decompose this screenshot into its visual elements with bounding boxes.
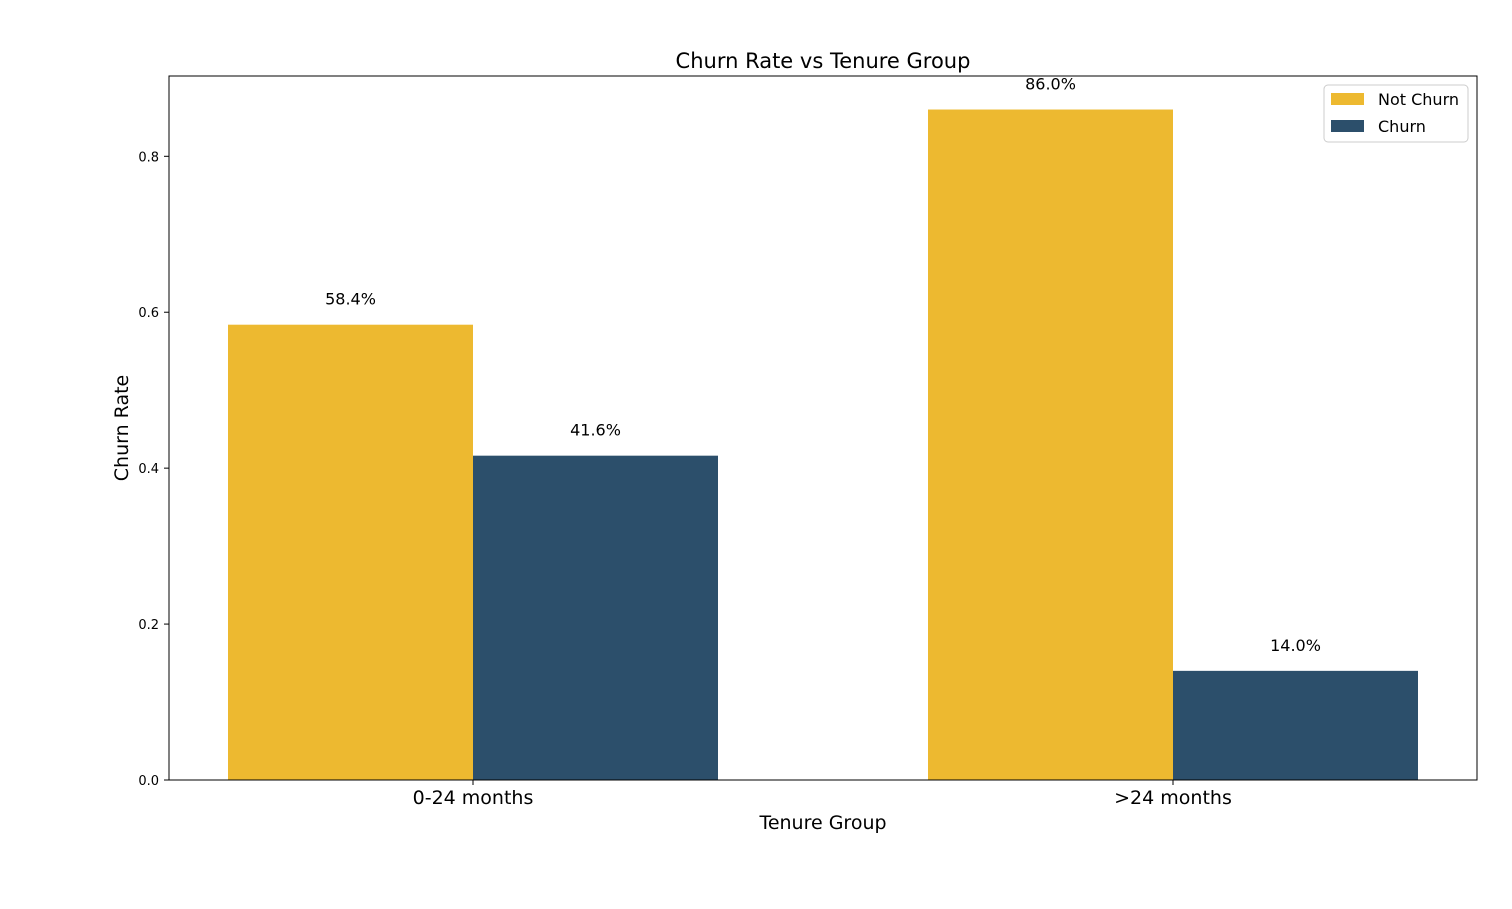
x-tick-label: 0-24 months <box>413 787 534 809</box>
legend-label: Churn <box>1378 117 1426 136</box>
bar-churn-0 <box>473 455 718 780</box>
bar-churn-1 <box>1173 670 1418 780</box>
chart-title: Churn Rate vs Tenure Group <box>676 49 971 73</box>
y-tick-label: 0.6 <box>138 306 159 321</box>
legend: Not Churn Churn <box>1323 84 1469 143</box>
y-tick-label: 0.8 <box>138 150 159 165</box>
plot-area: 58.4% 86.0% 41.6% 14.0% <box>168 75 1478 781</box>
x-axis-label: Tenure Group <box>758 812 886 834</box>
bar-value-label: 41.6% <box>570 421 621 440</box>
bar-value-label: 14.0% <box>1270 636 1321 655</box>
legend-swatch <box>1331 120 1364 132</box>
y-tick-label: 0.4 <box>138 462 159 477</box>
y-axis-label: Churn Rate <box>111 375 133 481</box>
y-tick-label: 0.0 <box>138 774 159 789</box>
y-tick-label: 0.2 <box>138 618 159 633</box>
axes-frame <box>168 75 1478 781</box>
x-tick-label: >24 months <box>1114 787 1232 809</box>
bar-value-label: 86.0% <box>1025 75 1076 94</box>
bar-not-churn-1 <box>928 109 1173 781</box>
bar-not-churn-0 <box>228 324 473 780</box>
legend-label: Not Churn <box>1378 90 1459 109</box>
bar-value-label: 58.4% <box>325 290 376 309</box>
legend-swatch <box>1331 93 1364 105</box>
